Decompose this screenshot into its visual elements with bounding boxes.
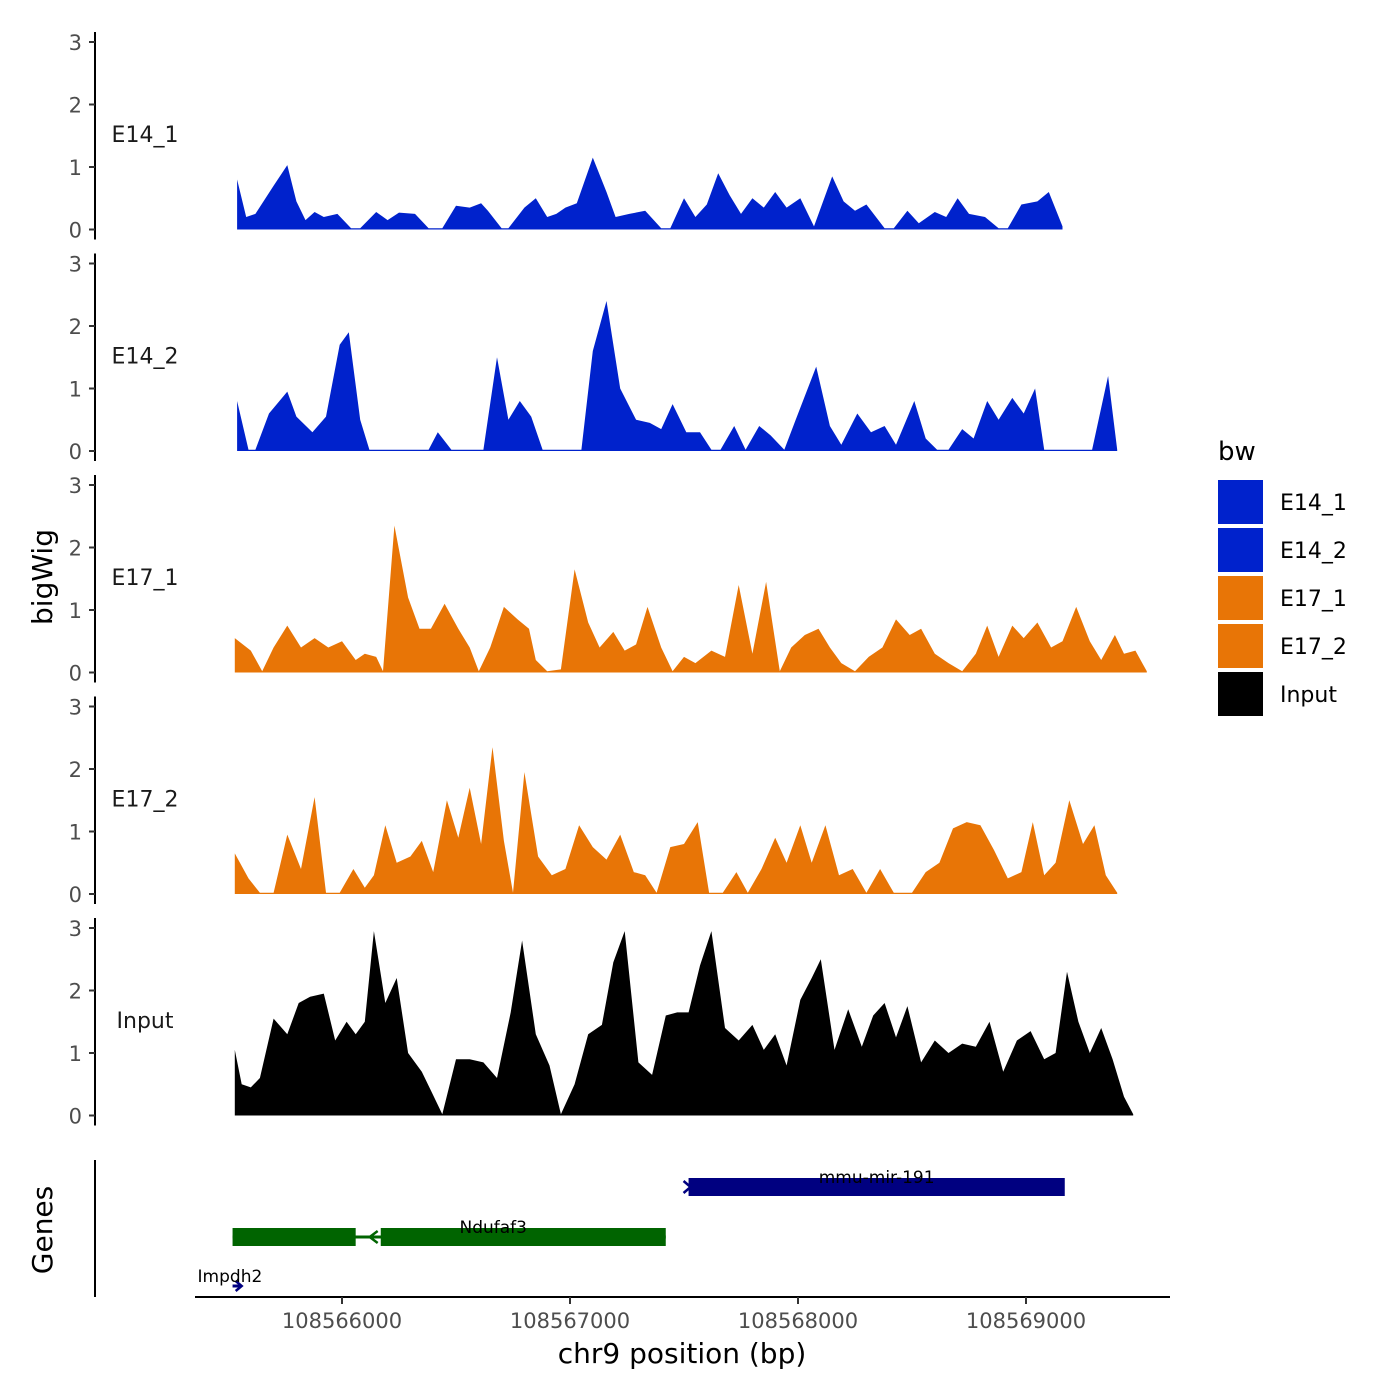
y-tick-label: 2 [69, 315, 82, 339]
signal-tracks: 0 1 2 3 E14_1 0 1 2 3 E14_2 0 1 2 3 E17_1 0 1 2 3 E17_2 0 1 2 3… [69, 31, 1147, 1129]
track-Input: 0 1 2 3 Input [69, 917, 1134, 1129]
x-tick-label: 108566000 [282, 1309, 402, 1333]
y-tick-label: 0 [69, 219, 82, 243]
y-tick-label: 1 [69, 821, 82, 845]
y-tick-label: 1 [69, 378, 82, 402]
y-tick-label: 2 [69, 980, 82, 1004]
strand-arrow [234, 1280, 244, 1292]
track-E17_1: 0 1 2 3 E17_1 [69, 474, 1147, 686]
track-label: E14_1 [112, 123, 179, 148]
y-tick-label: 3 [69, 31, 82, 55]
x-tick-label: 108568000 [738, 1309, 858, 1333]
x-axis: 108566000 108567000 108568000 108569000 [195, 1296, 1170, 1333]
legend-swatch [1218, 672, 1263, 716]
y-tick-label: 0 [69, 1105, 82, 1129]
gene-exon [688, 1178, 1065, 1196]
strand-arrow [682, 1180, 693, 1194]
legend-title: bw [1218, 437, 1256, 467]
track-label: E14_2 [112, 345, 179, 370]
gene-label: Impdh2 [198, 1267, 263, 1287]
x-tick-label: 108569000 [966, 1309, 1086, 1333]
y-tick-label: 1 [69, 1042, 82, 1066]
y-tick-label: 2 [69, 758, 82, 782]
y-tick-label: 3 [69, 253, 82, 277]
gene-Impdh2: Impdh2 [198, 1267, 263, 1292]
legend-label: Input [1280, 683, 1337, 708]
y-tick-label: 2 [69, 94, 82, 118]
legend-swatch [1218, 624, 1263, 668]
signal-area-E17_2 [234, 747, 1118, 894]
strand-arrow [367, 1230, 379, 1244]
legend-label: E14_1 [1280, 491, 1347, 516]
track-label: E17_2 [112, 788, 179, 813]
y-tick-label: 3 [69, 917, 82, 941]
gene-track: mmu-mir-191 Ndufaf3 Impdh2 [94, 1160, 1065, 1297]
signal-area-Input [234, 931, 1134, 1116]
y-tick-label: 2 [69, 537, 82, 561]
legend-label: E14_2 [1280, 539, 1347, 564]
signal-area-E14_1 [237, 157, 1063, 230]
legend-label: E17_2 [1280, 635, 1347, 660]
track-label: E17_1 [112, 566, 179, 591]
x-tick-label: 108567000 [510, 1309, 630, 1333]
y-tick-label: 1 [69, 156, 82, 180]
legend-swatch [1218, 480, 1263, 524]
gene-label: mmu-mir-191 [819, 1168, 935, 1188]
y-axis-title: bigWig [26, 529, 59, 625]
signal-area-E14_2 [237, 301, 1118, 451]
signal-area-E17_1 [234, 525, 1147, 673]
gene-Ndufaf3: Ndufaf3 [232, 1218, 666, 1246]
gene-exon [232, 1228, 356, 1246]
gene-label: Ndufaf3 [460, 1218, 528, 1238]
track-label: Input [117, 1009, 174, 1034]
legend-swatch [1218, 576, 1263, 620]
y-tick-label: 1 [69, 599, 82, 623]
y-tick-label: 0 [69, 883, 82, 907]
genes-axis-title: Genes [26, 1186, 59, 1274]
track-E14_1: 0 1 2 3 E14_1 [69, 31, 1063, 243]
legend-label: E17_1 [1280, 587, 1347, 612]
gene-exon [380, 1228, 666, 1246]
legend-swatch [1218, 528, 1263, 572]
y-tick-label: 3 [69, 474, 82, 498]
track-E14_2: 0 1 2 3 E14_2 [69, 253, 1118, 464]
y-tick-label: 0 [69, 662, 82, 686]
gene-mmu-mir-191: mmu-mir-191 [682, 1168, 1065, 1196]
track-E17_2: 0 1 2 3 E17_2 [69, 696, 1118, 907]
y-tick-label: 0 [69, 440, 82, 464]
y-tick-label: 3 [69, 696, 82, 720]
legend: bw E14_1 E14_2 E17_1 E17_2 Input [1218, 437, 1347, 716]
x-axis-title: chr9 position (bp) [558, 1337, 807, 1370]
